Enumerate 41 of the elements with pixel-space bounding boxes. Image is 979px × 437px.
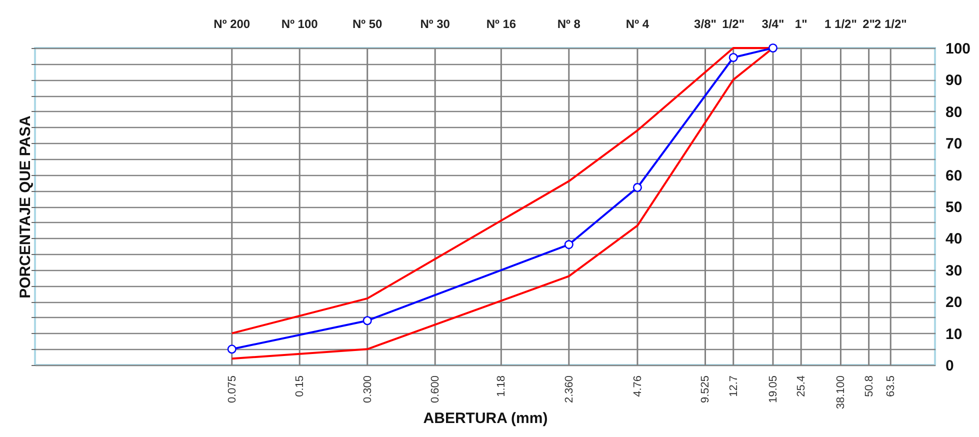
x-tick-label: 1.18 (496, 376, 508, 397)
x-tick-label: 12.7 (728, 376, 740, 397)
text: Nº 30 (420, 17, 450, 31)
text: 1/2" (722, 17, 745, 31)
x-tick-label: 2.360 (563, 376, 576, 404)
x-tick-label: 0.600 (430, 376, 442, 404)
y-tick-label: 80 (946, 104, 962, 121)
text: 2 1/2" (874, 17, 907, 31)
x-tick-label: 38.100 (835, 376, 848, 410)
y-tick-label: 20 (946, 294, 962, 312)
y-tick-label: 30 (946, 262, 962, 280)
y-tick-label: 90 (946, 72, 962, 90)
text: Nº 50 (352, 17, 383, 31)
y-tick-label: 70 (946, 136, 962, 153)
x-tick-label: 63.5 (885, 376, 898, 397)
text: Nº 16 (486, 17, 516, 31)
x-tick-label: 0.075 (226, 376, 238, 404)
y-tick-label: 60 (946, 167, 962, 184)
x-tick-label: 4.76 (632, 376, 644, 397)
y-tick-label: 0 (946, 358, 954, 374)
y-tick-label: 100 (946, 40, 971, 58)
text: 3/8" (694, 17, 716, 31)
x-tick-label: 0.15 (294, 376, 306, 397)
text: 1" (794, 17, 808, 31)
text: 2" (862, 17, 876, 31)
x-tick-label: 50.8 (863, 376, 876, 397)
y-tick-label: 40 (946, 230, 962, 248)
text: Nº 200 (214, 17, 250, 31)
x-tick-label: 0.300 (362, 376, 374, 404)
text: 3/4" (762, 17, 784, 31)
text: Nº 100 (281, 17, 318, 31)
x-tick-label: 25.4 (796, 376, 808, 397)
y-axis-title: PORCENTAJE QUE PASA (17, 115, 34, 298)
x-axis-title: ABERTURA (mm) (423, 410, 548, 428)
text: Nº 8 (557, 17, 581, 31)
y-tick-label: 10 (946, 326, 962, 343)
y-tick-label: 50 (946, 199, 962, 216)
x-tick-label: 19.05 (767, 376, 780, 404)
text: Nº 4 (626, 17, 650, 31)
text: 1 1/2" (824, 17, 857, 31)
x-tick-label: 9.525 (700, 376, 712, 404)
